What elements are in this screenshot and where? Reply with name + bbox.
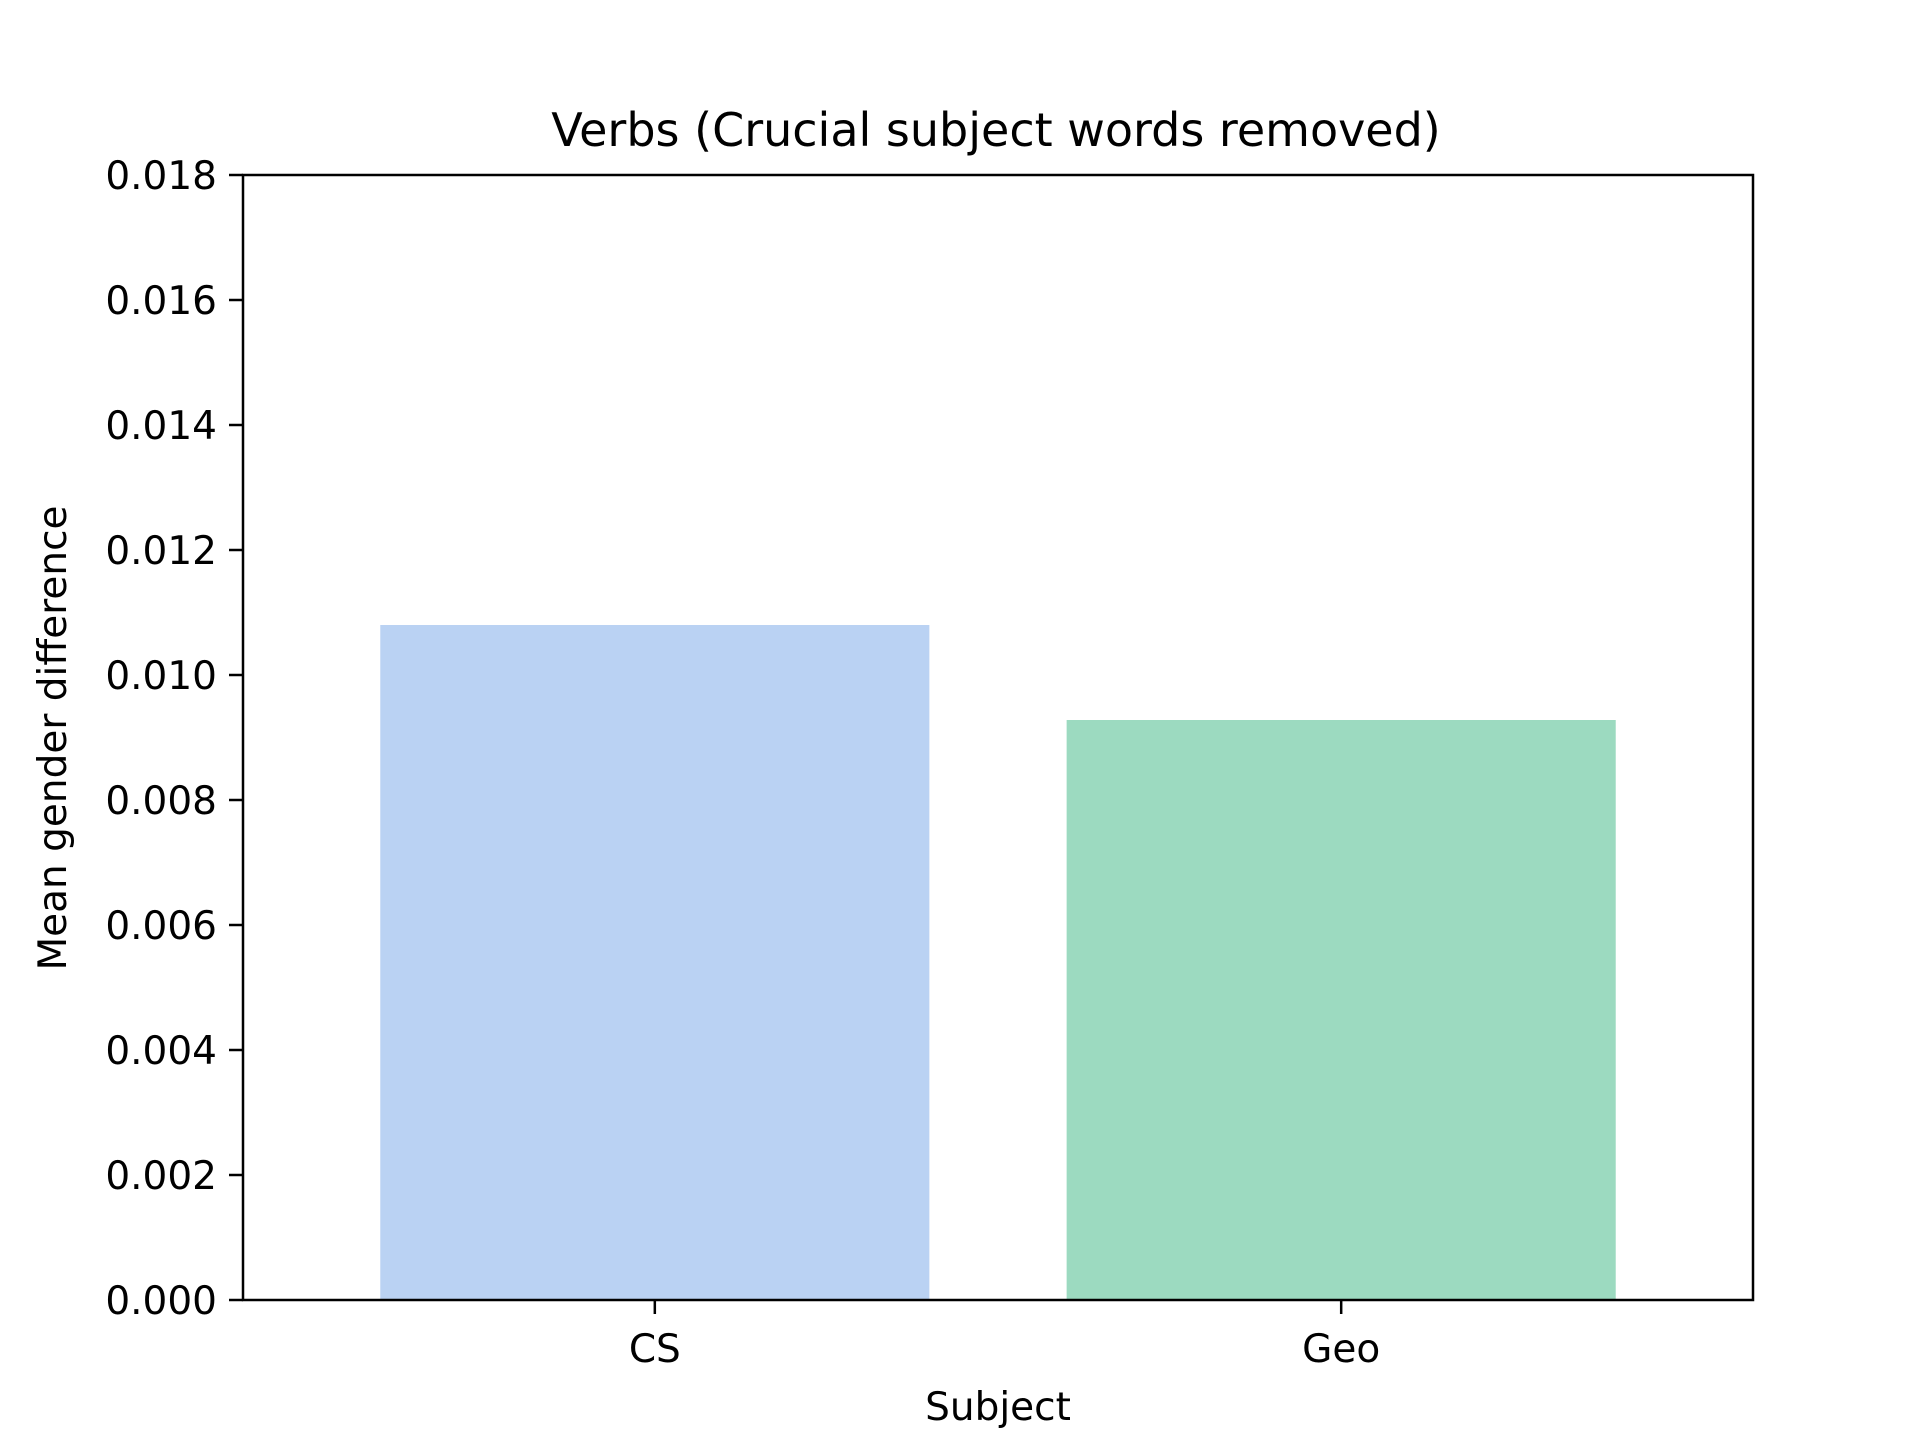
- y-tick-label: 0.004: [105, 1029, 217, 1074]
- y-tick-label: 0.000: [105, 1279, 217, 1324]
- x-axis: CS Geo: [629, 1300, 1380, 1372]
- y-axis: 0.000 0.002 0.004 0.006 0.008 0.010 0.012 0.014…: [105, 154, 243, 1324]
- y-tick-label: 0.006: [105, 904, 217, 949]
- y-tick-label: 0.014: [105, 404, 217, 449]
- y-axis-label: Mean gender difference: [31, 505, 76, 970]
- bars: [380, 625, 1616, 1300]
- y-tick-label: 0.010: [105, 654, 217, 699]
- y-tick-label: 0.016: [105, 279, 217, 324]
- y-tick-label: 0.012: [105, 529, 217, 574]
- x-tick-label: CS: [629, 1327, 681, 1372]
- x-axis-label: Subject: [925, 1385, 1071, 1430]
- plot-frame: [241, 173, 1755, 1302]
- y-tick-label: 0.018: [105, 154, 217, 199]
- y-tick-label: 0.002: [105, 1154, 217, 1199]
- bar-geo: [1066, 720, 1616, 1300]
- chart-title: Verbs (Crucial subject words removed): [551, 103, 1441, 157]
- bar-cs: [380, 625, 930, 1300]
- y-tick-label: 0.008: [105, 779, 217, 824]
- x-tick-label: Geo: [1302, 1327, 1380, 1372]
